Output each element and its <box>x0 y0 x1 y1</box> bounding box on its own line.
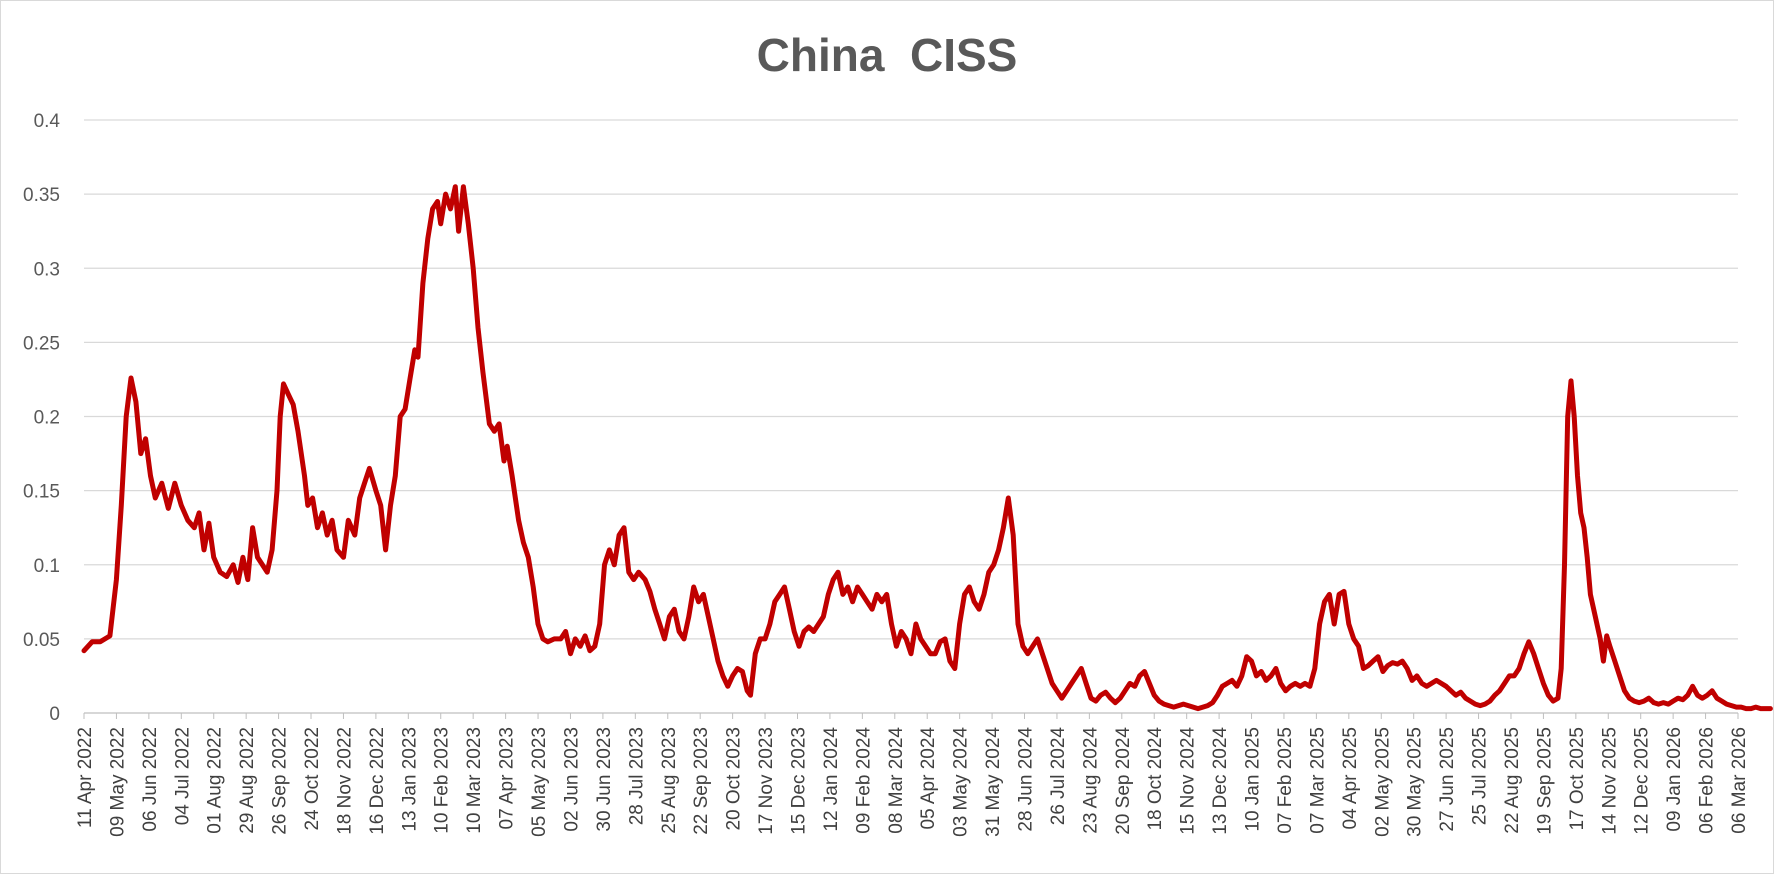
x-tick-label: 10 Feb 2023 <box>432 727 453 834</box>
x-tick-label: 30 Jun 2023 <box>594 727 615 832</box>
x-tick-label: 22 Sep 2023 <box>691 727 712 835</box>
x-tick-label: 17 Nov 2023 <box>756 727 777 835</box>
y-tick-label: 0.15 <box>23 482 60 503</box>
x-tick-label: 27 Jun 2025 <box>1437 727 1458 832</box>
y-tick-label: 0.25 <box>23 333 60 354</box>
series-line-0 <box>81 184 1773 712</box>
chart-title: China CISS <box>756 29 1018 81</box>
series-layer <box>81 184 1773 712</box>
x-tick-label: 25 Aug 2023 <box>659 727 680 834</box>
x-tick-label: 01 Aug 2022 <box>205 727 226 834</box>
gridlines <box>84 119 1738 640</box>
x-tick-label: 15 Dec 2023 <box>788 727 809 835</box>
x-tick-label: 12 Jan 2024 <box>821 727 842 832</box>
x-tick-label: 06 Mar 2026 <box>1729 727 1750 834</box>
y-tick-label: 0.1 <box>34 556 60 577</box>
x-tick-label: 30 May 2025 <box>1405 727 1426 837</box>
x-tick-label: 10 Jan 2025 <box>1243 727 1264 832</box>
x-tick-label: 07 Mar 2025 <box>1307 727 1328 834</box>
x-tick-label: 02 May 2025 <box>1372 727 1393 837</box>
x-tick-label: 25 Jul 2025 <box>1470 727 1491 825</box>
x-tick-label: 14 Nov 2025 <box>1599 727 1620 835</box>
x-tick-label: 23 Aug 2024 <box>1080 727 1101 834</box>
x-tick-label: 15 Nov 2024 <box>1178 727 1199 835</box>
y-tick-label: 0 <box>49 704 60 725</box>
x-tick-label: 28 Jun 2024 <box>1016 727 1037 832</box>
y-tick-label: 0.3 <box>34 259 60 280</box>
x-tick-label: 07 Apr 2023 <box>497 727 518 829</box>
x-tick-label: 09 Jan 2026 <box>1664 727 1685 832</box>
x-tick-label: 24 Oct 2022 <box>302 727 323 831</box>
x-tick-label: 16 Dec 2022 <box>367 727 388 835</box>
x-tick-label: 18 Nov 2022 <box>334 727 355 835</box>
x-tick-label: 09 Feb 2024 <box>853 727 874 834</box>
x-tick-label: 05 May 2023 <box>529 727 550 837</box>
x-tick-label: 06 Feb 2026 <box>1697 727 1718 834</box>
x-tick-label: 13 Dec 2024 <box>1210 727 1231 835</box>
x-tick-label: 12 Dec 2025 <box>1632 727 1653 835</box>
x-tick-label: 04 Jul 2022 <box>172 727 193 825</box>
x-axis-ticks: 11 Apr 2022 09 May 2022 06 Jun 2022 04 Jul … <box>75 713 1750 837</box>
x-tick-label: 05 Apr 2024 <box>918 727 939 830</box>
y-tick-label: 0.05 <box>23 630 60 651</box>
x-tick-label: 19 Sep 2025 <box>1534 727 1555 835</box>
x-tick-label: 13 Jan 2023 <box>399 727 420 832</box>
x-tick-label: 28 Jul 2023 <box>626 727 647 825</box>
x-tick-label: 02 Jun 2023 <box>561 727 582 832</box>
x-tick-label: 03 May 2024 <box>951 727 972 837</box>
y-tick-label: 0.4 <box>34 111 61 132</box>
x-tick-label: 31 May 2024 <box>983 727 1004 837</box>
y-axis-ticks: 0 0.05 0.1 0.15 0.2 0.25 0.3 0.35 0.4 <box>23 111 60 725</box>
x-tick-label: 07 Feb 2025 <box>1275 727 1296 834</box>
x-tick-label: 20 Sep 2024 <box>1113 727 1134 835</box>
y-tick-label: 0.2 <box>34 408 60 429</box>
x-tick-label: 06 Jun 2022 <box>140 727 161 832</box>
x-tick-label: 10 Mar 2023 <box>464 727 485 834</box>
x-tick-label: 29 Aug 2022 <box>237 727 258 834</box>
x-tick-label: 26 Sep 2022 <box>270 727 291 835</box>
x-tick-label: 20 Oct 2023 <box>724 727 745 831</box>
x-tick-label: 17 Oct 2025 <box>1567 727 1588 831</box>
x-tick-label: 11 Apr 2022 <box>75 727 96 828</box>
x-tick-label: 08 Mar 2024 <box>886 727 907 834</box>
x-tick-label: 18 Oct 2024 <box>1145 727 1166 831</box>
x-tick-label: 09 May 2022 <box>107 727 128 837</box>
x-tick-label: 22 Aug 2025 <box>1502 727 1523 834</box>
x-tick-label: 26 Jul 2024 <box>1048 727 1069 826</box>
y-tick-label: 0.35 <box>23 185 60 206</box>
x-tick-label: 04 Apr 2025 <box>1340 727 1361 829</box>
